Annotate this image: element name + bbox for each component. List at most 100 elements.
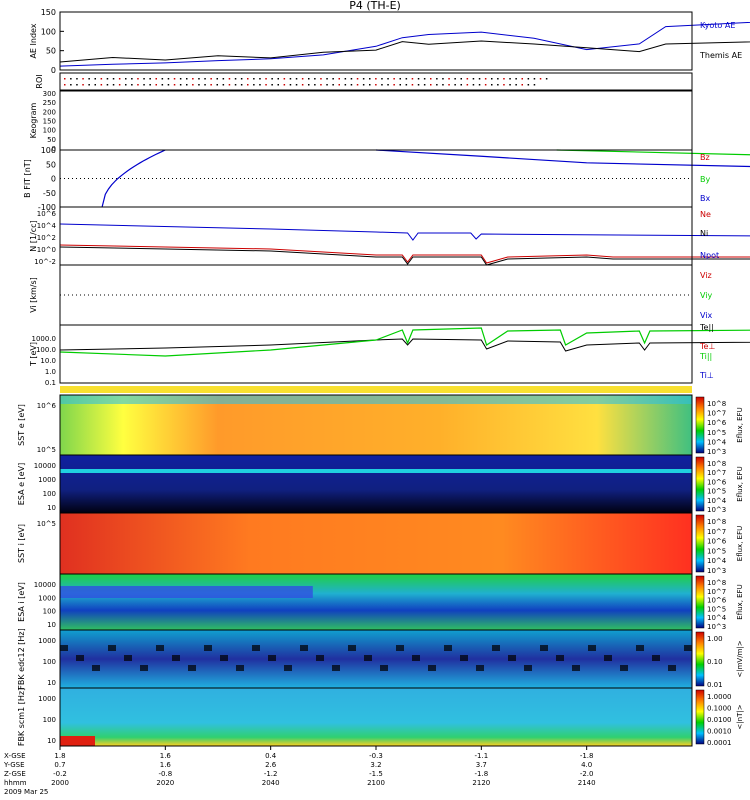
colorbar-label: 10^5 — [707, 605, 726, 613]
roi-dot — [527, 78, 530, 80]
roi-dot — [186, 78, 188, 80]
roi-dot — [448, 84, 450, 86]
heatmap-ylabel: SST i [eV] — [17, 524, 26, 563]
roi-dot — [118, 84, 121, 86]
heatmap-tick-label: 1000 — [38, 637, 56, 645]
colorbar-label: 10^7 — [707, 528, 726, 536]
roi-dot — [484, 84, 487, 86]
roi-dot — [344, 84, 347, 86]
fbk1-block — [108, 645, 116, 651]
roi-dot — [253, 78, 255, 80]
fbk2-red-region — [60, 736, 95, 746]
roi-dot — [332, 84, 334, 86]
colorbar-label: 10^6 — [707, 538, 727, 546]
xaxis-value: 2000 — [51, 779, 69, 787]
fbk1-block — [188, 665, 196, 671]
roi-dot — [381, 84, 383, 86]
roi-dot — [387, 78, 389, 80]
colorbar — [695, 689, 705, 745]
roi-dot — [399, 78, 401, 80]
roi-dot — [338, 78, 340, 80]
n-tick-label: 10^-2 — [34, 258, 56, 266]
roi-dot — [448, 78, 450, 80]
roi-dot — [228, 78, 231, 80]
roi-dot — [247, 78, 249, 80]
roi-dot — [228, 84, 231, 86]
heatmap-tick-label: 1000 — [38, 594, 56, 602]
fbk1-block — [348, 645, 356, 651]
roi-dot — [118, 78, 121, 80]
heatmap-sst-i — [60, 513, 692, 574]
bfit-tick-label: 0 — [51, 175, 56, 184]
fbk1-block — [284, 665, 292, 671]
roi-dot — [423, 78, 426, 80]
xaxis-row-label: Y-GSE — [3, 761, 25, 769]
legend-ti-perp: Ti⊥ — [699, 371, 714, 380]
colorbar-label: 0.0010 — [707, 728, 732, 736]
roi-dot — [497, 84, 499, 86]
xaxis-value: 2100 — [367, 779, 385, 787]
colorbar-label: 10^8 — [707, 400, 726, 408]
roi-dot — [472, 84, 475, 86]
bfit-by — [556, 149, 750, 156]
roi-dot — [198, 78, 200, 80]
legend-ni: Ni — [700, 229, 708, 238]
t-tick-label: 1000.0 — [32, 335, 57, 343]
sste-top-band — [60, 395, 692, 404]
roi-dot — [442, 78, 444, 80]
roi-dot — [204, 84, 206, 86]
roi-dot — [503, 84, 505, 86]
roi-dot — [356, 84, 359, 86]
roi-dot — [411, 84, 414, 86]
xaxis-value: 2020 — [156, 779, 174, 787]
colorbar — [695, 631, 705, 687]
roi-dot — [167, 84, 170, 86]
keogram-tick-label: 300 — [43, 90, 56, 98]
roi-dot — [375, 78, 377, 80]
roi-dot — [125, 78, 127, 80]
ae-tick-label: 0 — [51, 66, 56, 75]
keogram-frame — [59, 90, 693, 151]
colorbar-label: 10^8 — [707, 579, 726, 587]
n-ylabel: N [1/cc] — [29, 220, 38, 251]
xaxis-value: -1.8 — [474, 770, 488, 778]
roi-dot — [64, 84, 66, 86]
roi-dot — [393, 78, 395, 80]
colorbar-label: 0.0001 — [707, 739, 732, 747]
esae-band — [60, 469, 692, 473]
roi-dot — [521, 84, 523, 86]
colorbar-label: 1.00 — [707, 635, 723, 643]
roi-dot — [381, 78, 383, 80]
legend-kyoto-ae: Kyoto AE — [700, 21, 735, 30]
ae-ylabel: AE Index — [29, 23, 38, 58]
heatmap-ylabel: FBK scm1 [Hz] — [17, 688, 26, 746]
n-ni — [59, 246, 750, 266]
roi-dot — [399, 84, 401, 86]
roi-dot — [350, 84, 353, 86]
legend-viy: Viy — [700, 291, 713, 300]
roi-dot — [478, 78, 481, 80]
t-tick-label: 1.0 — [45, 368, 56, 376]
colorbar-title: Eflux, EFU — [736, 584, 744, 619]
xaxis-value: -1.1 — [474, 752, 488, 760]
heatmap-tick-label: 10 — [47, 621, 56, 629]
roi-dot — [430, 84, 432, 86]
fbk1-block — [508, 655, 516, 661]
roi-dot — [320, 84, 322, 86]
roi-dot — [88, 78, 90, 80]
heatmap-fbk-scm1 — [60, 688, 692, 746]
colorbar-label: 0.10 — [707, 658, 723, 666]
roi-dot — [143, 84, 145, 86]
roi-dot — [533, 84, 536, 86]
colorbar-title: Eflux, EFU — [736, 526, 744, 561]
roi-dot — [222, 78, 225, 80]
roi-dot — [417, 84, 420, 86]
roi-dot — [192, 78, 194, 80]
roi-dot — [76, 84, 78, 86]
roi-frame — [59, 72, 693, 91]
v-ylabel: Vi [km/s] — [29, 277, 38, 313]
xaxis-value: 0.7 — [54, 761, 65, 769]
keogram-tick-label: 150 — [43, 118, 56, 126]
fbk1-block — [492, 645, 500, 651]
roi-dot — [149, 78, 151, 80]
